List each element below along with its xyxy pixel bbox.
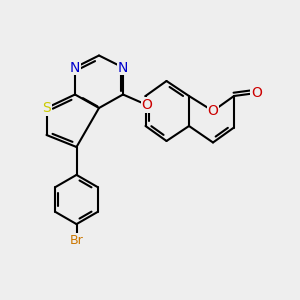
Text: O: O: [142, 98, 152, 112]
Text: S: S: [42, 101, 51, 115]
Text: O: O: [251, 86, 262, 100]
Text: Br: Br: [70, 234, 83, 247]
Text: O: O: [208, 104, 218, 118]
Text: N: N: [118, 61, 128, 74]
Text: N: N: [70, 61, 80, 74]
